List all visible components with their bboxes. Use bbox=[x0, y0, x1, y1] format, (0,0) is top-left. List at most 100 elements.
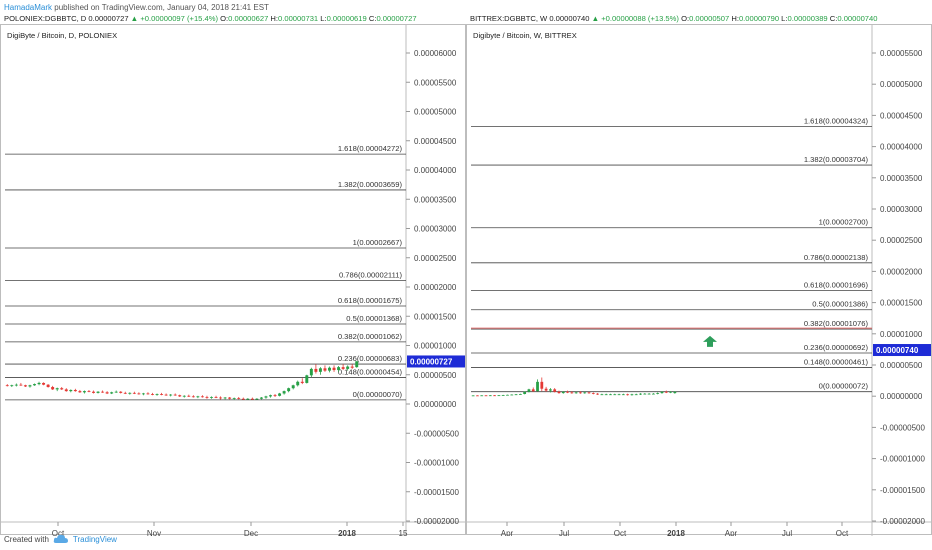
candle-body bbox=[621, 394, 625, 396]
chart-title: Digibyte / Bitcoin, W, BITTREX bbox=[473, 31, 577, 40]
x-tick-label: 15 bbox=[399, 529, 408, 536]
fib-level-label: 0.786(0.00002111) bbox=[339, 271, 403, 280]
candle-body bbox=[60, 388, 64, 390]
y-tick-label: 0.00005500 bbox=[880, 49, 923, 58]
candle-body bbox=[237, 398, 241, 399]
candle-body bbox=[214, 396, 218, 398]
y-tick-label: 0.00004000 bbox=[880, 143, 923, 152]
created-with-label: Created with bbox=[4, 534, 49, 544]
candle-body bbox=[346, 366, 350, 369]
fib-level-label: 1.618(0.00004324) bbox=[804, 116, 869, 125]
fib-level-label: 0(0.00000072) bbox=[819, 382, 869, 391]
high-value: 0.00000731 bbox=[278, 14, 319, 23]
author-name[interactable]: HamadaMark bbox=[4, 3, 53, 12]
tradingview-link[interactable]: TradingView bbox=[72, 534, 117, 544]
y-tick-label: 0.00003500 bbox=[880, 174, 923, 183]
candle-body bbox=[119, 391, 123, 393]
open-value: 0.00000627 bbox=[228, 14, 269, 23]
y-tick-label: 0.00001500 bbox=[414, 312, 457, 321]
y-tick-label: -0.00000500 bbox=[880, 423, 925, 432]
symbol-label[interactable]: BITTREX:DGBBTC, W bbox=[470, 14, 548, 23]
candle-body bbox=[82, 391, 86, 393]
candle-body bbox=[273, 395, 277, 397]
candle-body bbox=[128, 392, 132, 394]
candle-body bbox=[196, 396, 200, 398]
up-triangle-icon: ▲ bbox=[591, 14, 600, 23]
candle-body bbox=[278, 393, 282, 396]
candle-body bbox=[10, 385, 14, 387]
candle-body bbox=[328, 367, 331, 371]
candle-body bbox=[609, 394, 612, 396]
close-value: 0.00000727 bbox=[376, 14, 417, 23]
candle-body bbox=[105, 392, 109, 394]
candle-body bbox=[250, 398, 254, 400]
candle-body bbox=[323, 368, 327, 371]
candle-body bbox=[69, 389, 73, 392]
right-chart-panel: BITTREX:DGBBTC, W 0.00000740 ▲ +0.000000… bbox=[466, 12, 932, 536]
candle-body bbox=[291, 385, 295, 389]
candle-body bbox=[141, 393, 145, 395]
candle-body bbox=[583, 392, 587, 394]
candle-body bbox=[300, 381, 304, 383]
fib-level-label: 0.382(0.00001076) bbox=[804, 319, 869, 328]
y-tick-label: 0.00005000 bbox=[880, 80, 923, 89]
chart-svg[interactable]: 0.00006000 0.00005500 0.00005000 0.00004500… bbox=[1, 25, 467, 536]
candle-body bbox=[305, 375, 309, 383]
fib-level-label: 0.236(0.00000692) bbox=[804, 343, 869, 352]
candle-body bbox=[647, 393, 651, 395]
candle-body bbox=[596, 393, 599, 395]
up-triangle-icon: ▲ bbox=[130, 14, 139, 23]
x-tick-label: Dec bbox=[244, 529, 258, 536]
fib-level-label: 1.382(0.00003659) bbox=[338, 180, 403, 189]
candle-body bbox=[200, 396, 204, 398]
y-tick-label: -0.00002000 bbox=[414, 517, 459, 526]
candle-body bbox=[587, 392, 591, 394]
x-tick-label: Apr bbox=[725, 529, 738, 536]
candle-body bbox=[5, 385, 9, 387]
candle-body bbox=[497, 395, 501, 397]
candle-body bbox=[630, 394, 634, 396]
x-tick-label: Jul bbox=[559, 529, 569, 536]
y-tick-label: 0.00000000 bbox=[880, 392, 923, 401]
candle-body bbox=[566, 391, 569, 393]
candle-body bbox=[669, 391, 672, 393]
fib-level-label: 0(0.00000070) bbox=[353, 390, 403, 399]
x-tick-label: Apr bbox=[501, 529, 514, 536]
candle-body bbox=[561, 391, 565, 394]
candle-body bbox=[484, 395, 488, 397]
price-change: +0.00000097 (+15.4%) bbox=[140, 14, 219, 23]
candle-body bbox=[269, 395, 272, 397]
symbol-header: POLONIEX:DGBBTC, D 0.00000727 ▲ +0.00000… bbox=[4, 14, 417, 23]
candle-body bbox=[309, 368, 313, 376]
chart-svg[interactable]: 0.00005500 0.00005000 0.00004500 0.00004000… bbox=[467, 25, 932, 536]
candle-body bbox=[123, 392, 127, 394]
candle-body bbox=[64, 389, 68, 392]
candle-body bbox=[570, 392, 574, 394]
y-tick-label: -0.00002000 bbox=[880, 517, 925, 526]
x-tick-label: Nov bbox=[147, 529, 161, 536]
y-tick-label: -0.00001500 bbox=[414, 488, 459, 497]
x-tick-label: Oct bbox=[52, 529, 65, 536]
last-price-tag bbox=[407, 355, 465, 368]
candle-body bbox=[182, 395, 186, 397]
candle-body bbox=[205, 396, 209, 398]
symbol-label[interactable]: POLONIEX:DGBBTC, D bbox=[4, 14, 87, 23]
y-tick-label: 0.00002000 bbox=[414, 283, 457, 292]
chart-area[interactable]: 0.00005500 0.00005000 0.00004500 0.00004000… bbox=[466, 24, 932, 536]
candle-body bbox=[101, 391, 105, 393]
chart-title: DigiByte / Bitcoin, D, POLONIEX bbox=[7, 31, 118, 40]
candle-body bbox=[514, 394, 518, 396]
candle-body bbox=[33, 384, 36, 386]
candle-body bbox=[604, 394, 608, 396]
candle-body bbox=[527, 389, 531, 392]
y-tick-label: 0.00001000 bbox=[414, 342, 457, 351]
footer: Created with TradingView bbox=[4, 534, 117, 544]
candle-body bbox=[318, 368, 322, 372]
candle-body bbox=[151, 394, 154, 395]
chart-area[interactable]: 0.00006000 0.00005500 0.00005000 0.00004500… bbox=[0, 24, 467, 536]
candle-body bbox=[46, 384, 50, 388]
candle-body bbox=[232, 398, 236, 399]
close-value: 0.00000740 bbox=[837, 14, 878, 23]
fib-level-label: 1.618(0.00004272) bbox=[338, 144, 403, 153]
y-tick-label: 0.00004500 bbox=[414, 137, 457, 146]
